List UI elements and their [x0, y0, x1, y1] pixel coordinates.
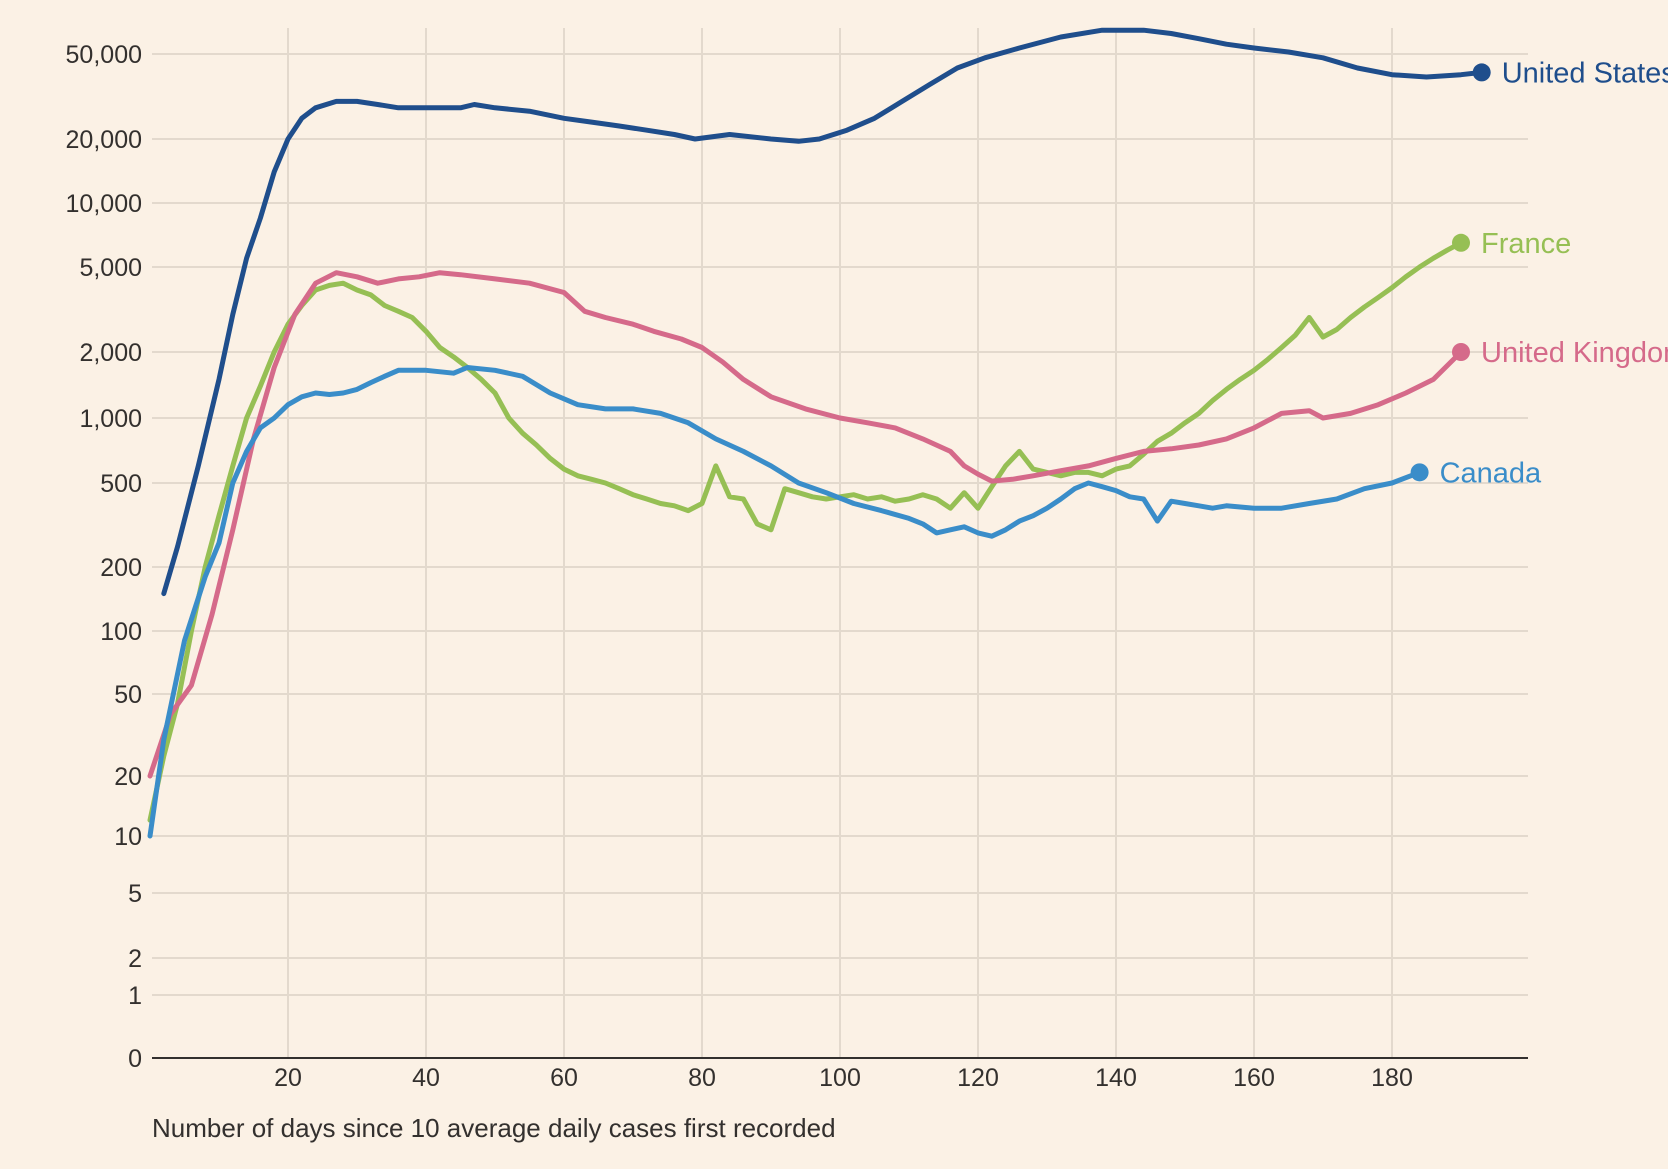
x-tick-label: 140 — [1095, 1064, 1137, 1092]
y-tick-label: 1,000 — [79, 405, 142, 433]
y-tick-label: 0 — [128, 1045, 142, 1073]
x-tick-label: 20 — [274, 1064, 302, 1092]
x-tick-label: 60 — [550, 1064, 578, 1092]
y-tick-label: 2,000 — [79, 339, 142, 367]
series-line-united-states — [161, 27, 1485, 597]
x-tick-label: 160 — [1233, 1064, 1275, 1092]
series-label-france: France — [1481, 228, 1571, 260]
y-tick-label: 100 — [100, 618, 142, 646]
series-label-united-kingdom: United Kingdom — [1481, 337, 1668, 369]
series-line-canada — [147, 365, 1423, 839]
y-tick-label: 200 — [100, 554, 142, 582]
series-lines — [147, 27, 1491, 839]
y-tick-label: 10,000 — [66, 190, 142, 218]
series-line-france — [147, 240, 1464, 823]
y-tick-label: 50 — [114, 681, 142, 709]
y-tick-label: 2 — [128, 945, 142, 973]
y-tick-label: 50,000 — [66, 41, 142, 69]
series-end-dot-united-kingdom — [1452, 343, 1470, 361]
series-labels: United States France United Kingdom Canada — [1440, 57, 1668, 489]
y-tick-label: 500 — [100, 470, 142, 498]
y-tick-label: 10 — [114, 823, 142, 851]
series-end-dot-canada — [1410, 463, 1429, 482]
grid — [152, 28, 1528, 1058]
y-tick-label: 5 — [128, 880, 142, 908]
x-tick-label: 80 — [688, 1064, 716, 1092]
y-tick-label: 5,000 — [79, 254, 142, 282]
series-label-united-states: United States — [1502, 57, 1668, 89]
series-end-dot-united-states — [1472, 63, 1491, 82]
x-tick-label: 40 — [412, 1064, 440, 1092]
x-tick-label: 100 — [819, 1064, 861, 1092]
y-tick-label: 20 — [114, 763, 142, 791]
series-line-united-kingdom — [147, 270, 1464, 779]
series-end-dot-france — [1452, 233, 1470, 252]
x-tick-label: 180 — [1371, 1064, 1413, 1092]
axes: 0 1 2 5 10 20 50 100 200 500 1,000 2,000 5,000 10,000… — [66, 41, 1528, 1092]
y-tick-label: 20,000 — [66, 126, 142, 154]
x-axis-label: Number of days since 10 average daily ca… — [152, 1113, 836, 1143]
x-tick-label: 120 — [957, 1064, 999, 1092]
series-label-canada: Canada — [1440, 457, 1542, 489]
y-tick-label: 1 — [128, 982, 142, 1010]
